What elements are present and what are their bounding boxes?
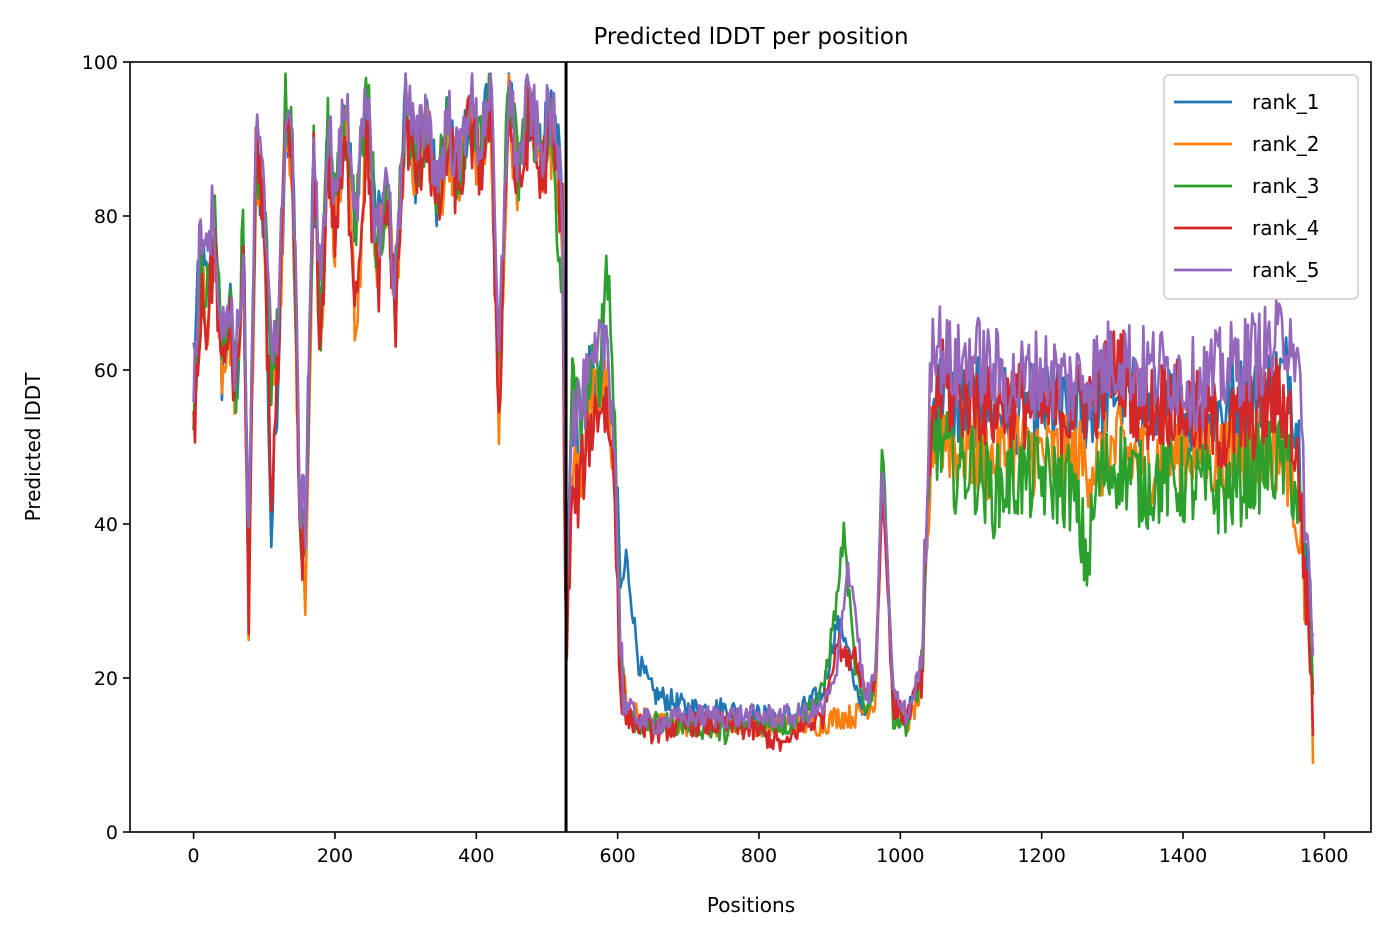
x-tick-label: 1400 (1159, 845, 1207, 867)
legend-label-rank_5: rank_5 (1252, 258, 1319, 282)
y-tick-label: 20 (94, 668, 118, 690)
x-tick-label: 1000 (876, 845, 924, 867)
chart-title: Predicted lDDT per position (593, 24, 908, 50)
x-tick-label: 400 (458, 845, 494, 867)
legend-label-rank_2: rank_2 (1252, 132, 1319, 156)
x-tick-label: 1200 (1017, 845, 1065, 867)
y-tick-label: 0 (106, 822, 118, 844)
x-tick-label: 1600 (1300, 845, 1348, 867)
y-tick-label: 80 (94, 206, 118, 228)
series-line-rank_5 (192, 72, 1315, 736)
axes: 0 200 400 600 800 1000 1200 1400 1600 0 20 40 60 80 10… (82, 52, 1372, 867)
legend: rank_1 rank_2 rank_3 rank_4 rank_5 (1163, 74, 1359, 300)
legend-label-rank_3: rank_3 (1252, 174, 1319, 198)
plot-area (192, 62, 1315, 832)
x-tick-label: 600 (600, 845, 636, 867)
y-axis-label: Predicted lDDT (21, 372, 45, 522)
series-group (192, 62, 1315, 832)
x-axis-label: Positions (707, 893, 795, 917)
x-tick-label: 0 (188, 845, 200, 867)
plot-frame (129, 61, 1372, 833)
y-tick-label: 100 (82, 52, 118, 74)
x-tick-label: 200 (317, 845, 353, 867)
x-tick-label: 800 (741, 845, 777, 867)
legend-label-rank_4: rank_4 (1252, 216, 1319, 240)
y-tick-label: 40 (94, 514, 118, 536)
y-tick-label: 60 (94, 360, 118, 382)
legend-label-rank_1: rank_1 (1252, 90, 1319, 114)
series-line-rank_4 (192, 85, 1315, 753)
legend-box (1163, 74, 1359, 300)
